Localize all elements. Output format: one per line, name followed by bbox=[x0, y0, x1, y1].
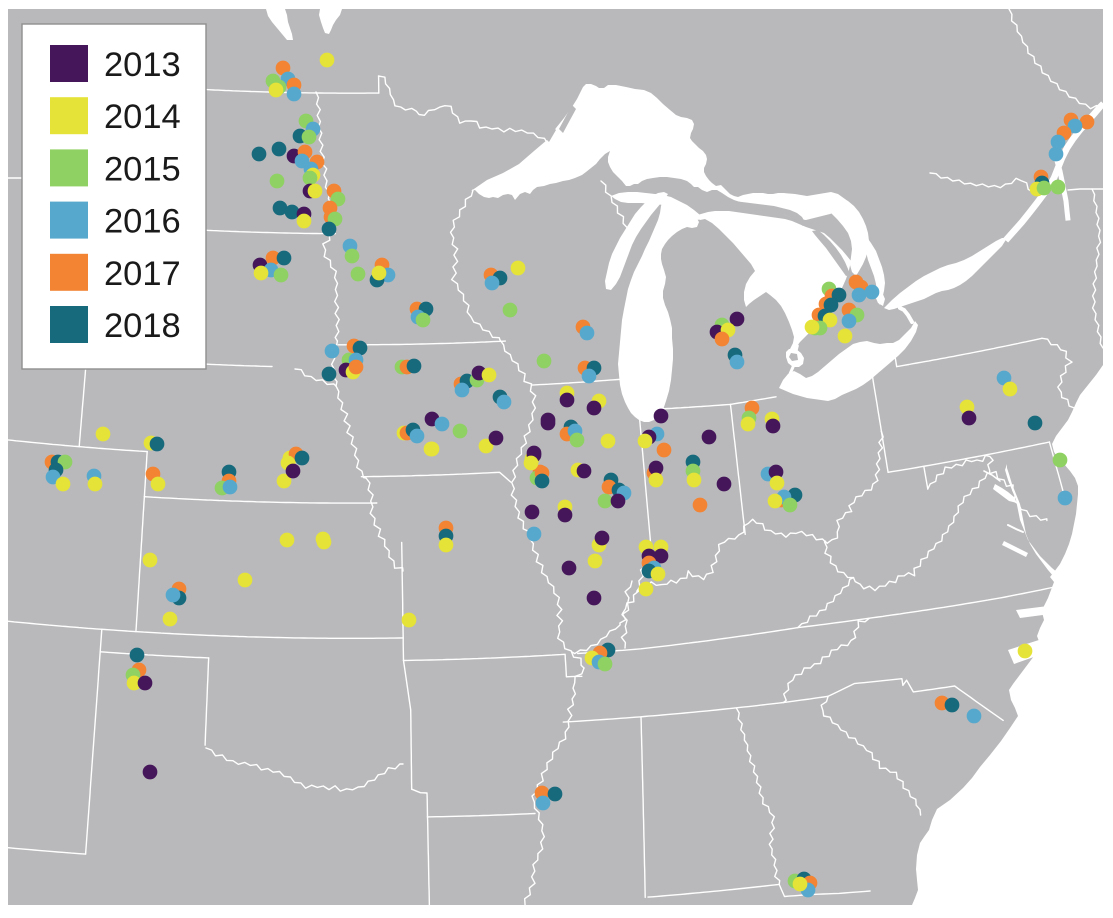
svg-text:2017: 2017 bbox=[104, 255, 181, 293]
svg-text:2018: 2018 bbox=[104, 307, 181, 345]
svg-text:2016: 2016 bbox=[104, 203, 181, 241]
svg-text:2013: 2013 bbox=[104, 46, 181, 84]
svg-text:2014: 2014 bbox=[104, 98, 181, 136]
svg-text:2015: 2015 bbox=[104, 150, 181, 188]
